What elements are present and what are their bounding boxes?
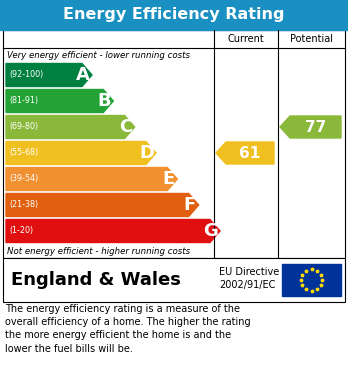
Polygon shape [6,63,92,86]
Bar [0,0,348,30]
Text: Current: Current [228,34,264,44]
Text: D: D [140,144,155,162]
Polygon shape [6,194,199,217]
Text: Not energy efficient - higher running costs: Not energy efficient - higher running co… [7,246,190,255]
Text: Energy Efficiency Rating: Energy Efficiency Rating [63,7,285,23]
Polygon shape [6,115,135,138]
Text: A: A [76,66,90,84]
Text: 77: 77 [305,120,326,135]
Text: (1-20): (1-20) [9,226,33,235]
Bar [3,258,345,302]
Text: (81-91): (81-91) [9,97,38,106]
Polygon shape [6,219,220,242]
Polygon shape [6,167,177,190]
Text: The energy efficiency rating is a measure of the
overall efficiency of a home. T: The energy efficiency rating is a measur… [5,304,251,353]
Text: 61: 61 [239,145,261,160]
Text: F: F [183,196,196,214]
Text: B: B [97,92,111,110]
Bar [282,264,341,296]
Text: (92-100): (92-100) [9,70,43,79]
Text: (69-80): (69-80) [9,122,38,131]
Text: E: E [162,170,174,188]
Polygon shape [6,142,156,165]
Text: (55-68): (55-68) [9,149,38,158]
Text: Potential: Potential [290,34,333,44]
Text: 2002/91/EC: 2002/91/EC [219,280,275,290]
Polygon shape [280,116,341,138]
Bar [3,30,345,258]
Text: England & Wales: England & Wales [11,271,181,289]
Text: C: C [119,118,132,136]
Text: Very energy efficient - lower running costs: Very energy efficient - lower running co… [7,50,190,59]
Text: G: G [204,222,219,240]
Polygon shape [6,90,113,113]
Text: EU Directive: EU Directive [219,267,279,277]
Polygon shape [216,142,274,164]
Text: (39-54): (39-54) [9,174,38,183]
Text: (21-38): (21-38) [9,201,38,210]
